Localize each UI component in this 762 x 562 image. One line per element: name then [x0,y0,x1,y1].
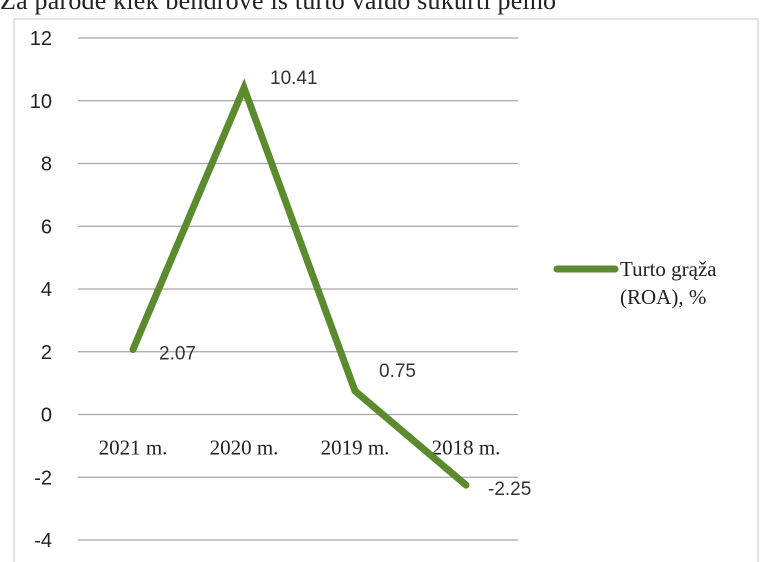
data-point [354,390,356,392]
y-tick-label: -4 [34,530,52,552]
x-category-label: 2018 m. [432,436,501,460]
data-label: 2.07 [159,344,196,365]
series-line [129,78,470,489]
series-lines [129,78,470,489]
y-tick-label: 6 [41,216,52,238]
y-tick-label: -2 [34,467,52,489]
x-category-label: 2019 m. [321,436,390,460]
y-tick-label: 4 [41,279,52,301]
chart-frame [13,18,759,562]
data-label: 0.75 [379,361,416,382]
chart-border [13,18,759,562]
y-tick-label: 12 [30,28,52,50]
gridlines [78,37,518,541]
y-tick-label: 10 [30,91,52,113]
data-labels: 2.07 10.41 0.75 -2.25 [159,68,531,500]
data-point [465,484,467,486]
x-category-label: 2020 m. [210,436,279,460]
y-tick-label: 2 [41,342,52,364]
x-category-label: 2021 m. [99,436,168,460]
y-axis-ticks: 12 10 8 6 4 2 0 -2 -4 [30,28,52,552]
legend-label: Turto grąža (ROA), % [620,257,717,309]
data-label: 10.41 [270,68,318,89]
x-axis-categories: 2021 m. 2020 m. 2019 m. 2018 m. [99,436,501,460]
data-point [132,349,134,351]
y-tick-label: 0 [41,405,52,427]
data-point [243,87,245,89]
legend: Turto grąža (ROA), % [553,257,717,309]
data-label: -2.25 [488,479,531,500]
cropped-heading-text: Ža parodė kiek bendrovė iš turto valdo s… [0,0,557,15]
y-tick-label: 8 [41,154,52,176]
